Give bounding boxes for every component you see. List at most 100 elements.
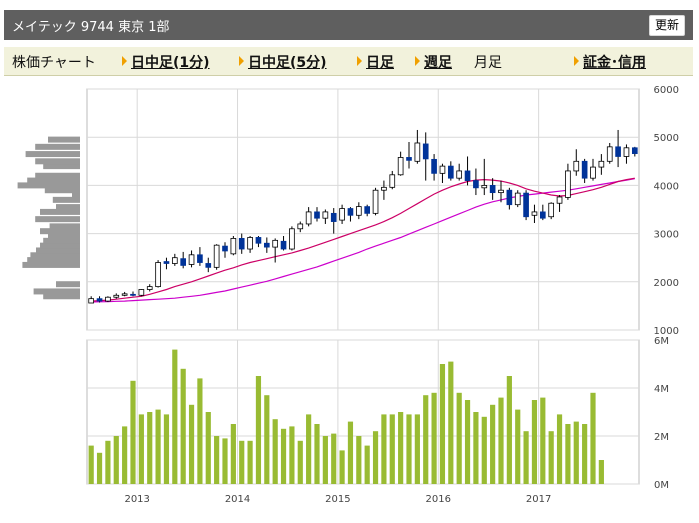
candle-down bbox=[523, 192, 529, 218]
volume-bar bbox=[398, 412, 404, 484]
candle-up bbox=[305, 211, 312, 225]
volume-bar bbox=[364, 445, 370, 484]
candle-up bbox=[289, 228, 295, 250]
volume-bar bbox=[130, 380, 136, 484]
price-volume-profile-bar bbox=[30, 252, 80, 259]
volume-bar bbox=[464, 400, 471, 484]
moving-average-short-line bbox=[91, 177, 635, 302]
price-volume-profile-bar bbox=[49, 223, 80, 230]
volume-y-tick-label: 0M bbox=[654, 480, 669, 491]
candle-up bbox=[414, 142, 421, 162]
volume-bar bbox=[163, 414, 170, 484]
volume-bar bbox=[540, 397, 546, 484]
price-volume-profile-bar bbox=[40, 228, 80, 235]
candle-up bbox=[598, 160, 605, 168]
x-tick-label: 2017 bbox=[526, 494, 551, 505]
volume-bar bbox=[172, 349, 178, 484]
volume-bar bbox=[188, 404, 195, 484]
candle-up bbox=[531, 211, 538, 216]
candle-down bbox=[197, 254, 203, 263]
volume-bar bbox=[473, 412, 479, 484]
price-volume-profile-bar bbox=[43, 163, 80, 170]
candle-down bbox=[130, 293, 136, 296]
price-volume-profile-bar bbox=[40, 208, 80, 215]
volume-bar bbox=[406, 414, 412, 484]
candle-up bbox=[146, 286, 153, 290]
candle-up bbox=[113, 294, 120, 298]
volume-bar bbox=[138, 414, 144, 484]
candle-down bbox=[263, 242, 270, 248]
candle-up bbox=[606, 146, 613, 162]
candle-up bbox=[339, 208, 345, 221]
volume-y-tick-label: 6M bbox=[654, 336, 669, 347]
price-volume-profile-bar bbox=[48, 233, 80, 240]
candle-up bbox=[171, 257, 178, 264]
candle-up bbox=[121, 293, 128, 296]
volume-bar bbox=[297, 440, 303, 484]
candle-up bbox=[590, 166, 596, 179]
volume-bar bbox=[347, 421, 354, 484]
candle-down bbox=[539, 211, 546, 219]
candle-up bbox=[481, 184, 488, 189]
nav-link-daily[interactable]: 日足 bbox=[357, 52, 394, 72]
volume-bar bbox=[331, 433, 337, 484]
volume-bar bbox=[147, 412, 153, 484]
volume-bar bbox=[105, 440, 111, 484]
volume-bar bbox=[155, 409, 161, 484]
volume-bar bbox=[314, 424, 320, 484]
volume-y-tick-label: 2M bbox=[654, 432, 669, 443]
candle-down bbox=[222, 245, 228, 252]
price-y-tick-label: 4000 bbox=[654, 181, 679, 192]
candle-up bbox=[439, 165, 446, 174]
arrow-right-icon bbox=[122, 56, 127, 66]
candle-down bbox=[615, 146, 621, 157]
candle-up bbox=[397, 157, 404, 176]
volume-bar bbox=[322, 436, 328, 484]
price-panel-frame bbox=[86, 88, 640, 331]
volume-bar bbox=[556, 414, 563, 484]
price-volume-profile-bar bbox=[43, 237, 80, 244]
price-volume-profile-bar bbox=[44, 187, 80, 194]
refresh-button[interactable]: 更新 bbox=[648, 15, 685, 36]
volume-bar bbox=[214, 436, 220, 484]
volume-bar bbox=[264, 395, 270, 484]
candle-up bbox=[498, 189, 504, 194]
volume-bar bbox=[456, 392, 462, 484]
candle-down bbox=[238, 238, 245, 250]
nav-link-intraday-5min[interactable]: 日中足(5分) bbox=[239, 52, 327, 72]
candle-up bbox=[188, 254, 195, 265]
x-tick-label: 2014 bbox=[225, 494, 250, 505]
candle-up bbox=[155, 262, 161, 288]
volume-bar bbox=[590, 392, 596, 484]
x-tick-label: 2016 bbox=[426, 494, 451, 505]
volume-panel-frame bbox=[86, 339, 640, 485]
volume-bar bbox=[122, 426, 128, 484]
nav-link-weekly[interactable]: 週足 bbox=[415, 52, 452, 72]
volume-bar bbox=[389, 414, 395, 484]
volume-bar bbox=[481, 416, 487, 484]
volume-bar bbox=[381, 414, 387, 484]
volume-bar bbox=[515, 409, 521, 484]
candle-down bbox=[96, 298, 103, 302]
candle-down bbox=[347, 208, 354, 216]
price-volume-profile-bar bbox=[35, 143, 80, 150]
volume-bar bbox=[113, 436, 119, 484]
candle-down bbox=[330, 212, 337, 222]
candle-down bbox=[431, 158, 437, 174]
price-y-tick-label: 2000 bbox=[654, 278, 679, 289]
nav-link-intraday-1min[interactable]: 日中足(1分) bbox=[122, 52, 210, 72]
volume-bar bbox=[230, 424, 236, 484]
stock-title: メイテック 9744 東京 1部 bbox=[12, 20, 170, 35]
price-volume-profile-bar bbox=[17, 182, 81, 189]
arrow-right-icon bbox=[415, 56, 420, 66]
volume-bar bbox=[96, 452, 103, 484]
volume-bar bbox=[306, 414, 312, 484]
nav-link-margin-credit[interactable]: 証金･信用 bbox=[574, 52, 646, 72]
price-y-tick-label: 5000 bbox=[654, 133, 679, 144]
volume-bar bbox=[582, 424, 588, 484]
candle-down bbox=[255, 237, 262, 244]
volume-bar bbox=[339, 450, 345, 484]
candle-up bbox=[247, 237, 253, 250]
candle-up bbox=[138, 289, 145, 296]
